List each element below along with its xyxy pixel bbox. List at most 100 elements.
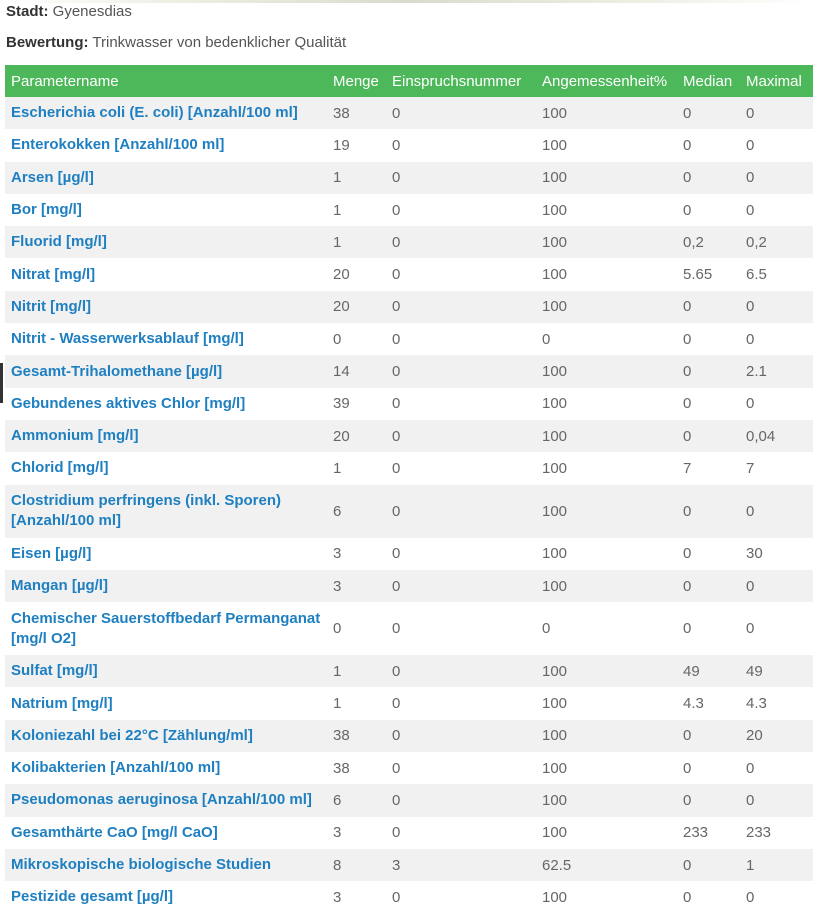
parameter-name-link[interactable]: Gebundenes aktives Chlor [mg/l] (11, 394, 246, 412)
col-header-maximal[interactable]: Maximal (746, 72, 802, 90)
maximal-cell: 1 (746, 856, 755, 874)
median-cell: 0 (683, 620, 692, 638)
rating-value: Trinkwasser von bedenklicher Qualität (92, 34, 347, 51)
menge-cell: 20 (333, 298, 350, 316)
table-row: Kolibakterien [Anzahl/100 ml] 38 0 100 0 0 (5, 752, 813, 785)
menge-cell: 0 (333, 620, 342, 638)
parameter-name-link[interactable]: Kolibakterien [Anzahl/100 ml] (11, 759, 221, 777)
parameter-name-link[interactable]: Clostridium perfringens (inkl. Sporen) [… (11, 492, 282, 530)
angemessenheit-cell: 62.5 (542, 856, 572, 874)
maximal-cell: 0 (746, 759, 755, 777)
median-cell: 0 (683, 298, 692, 316)
einspruchsnummer-cell: 0 (392, 330, 401, 348)
menge-cell: 1 (333, 233, 342, 251)
menge-cell: 1 (333, 201, 342, 219)
parameter-name-link[interactable]: Fluorid [mg/l] (11, 233, 107, 251)
median-cell: 7 (683, 459, 692, 477)
table-row: Escherichia coli (E. coli) [Anzahl/100 m… (5, 97, 813, 130)
menge-cell: 6 (333, 502, 342, 520)
parameter-name-link[interactable]: Mangan [µg/l] (11, 577, 108, 594)
table-row: Sulfat [mg/l] 1 0 100 49 49 (5, 655, 813, 688)
angemessenheit-cell: 100 (542, 395, 568, 413)
angemessenheit-cell: 100 (542, 363, 568, 381)
parameter-name-link[interactable]: Arsen [µg/l] (11, 168, 94, 186)
parameter-name-link[interactable]: Gesamthärte CaO [mg/l CaO] (11, 823, 218, 841)
col-header-angemessenheit[interactable]: Angemessenheit% (542, 72, 668, 90)
parameter-name-link[interactable]: Enterokokken [Anzahl/100 ml] (11, 136, 225, 154)
col-header-einspruchsnummer[interactable]: Einspruchsnummer (392, 72, 522, 90)
einspruchsnummer-cell: 0 (392, 577, 401, 595)
table-row: Gesamthärte CaO [mg/l CaO] 3 0 100 233 233 (5, 816, 813, 849)
parameter-name-link[interactable]: Natrium [mg/l] (11, 694, 113, 712)
median-cell: 0 (683, 545, 692, 563)
menge-cell: 38 (333, 104, 350, 122)
maximal-cell: 0 (746, 330, 755, 348)
maximal-cell: 0 (746, 888, 755, 906)
parameter-name-link[interactable]: Mikroskopische biologische Studien (11, 856, 272, 874)
table-row: Chemischer Sauerstoffbedarf Permanganat … (5, 602, 813, 656)
median-cell: 0 (683, 791, 692, 809)
parameter-name-link[interactable]: Koloniezahl bei 22°C [Zählung/ml] (11, 726, 253, 744)
einspruchsnummer-cell: 0 (392, 545, 401, 563)
einspruchsnummer-cell: 0 (392, 104, 401, 122)
table-row: Ammonium [mg/l] 20 0 100 0 0,04 (5, 419, 813, 453)
parameter-name-link[interactable]: Chemischer Sauerstoffbedarf Permanganat … (11, 609, 321, 647)
maximal-cell: 4.3 (746, 695, 767, 713)
menge-cell: 38 (333, 759, 350, 777)
parameter-name-link[interactable]: Gesamt-Trihalomethane [µg/l] (11, 362, 223, 380)
maximal-cell: 0 (746, 502, 755, 520)
angemessenheit-cell: 100 (542, 759, 568, 777)
parameter-name-link[interactable]: Nitrat [mg/l] (11, 265, 96, 283)
maximal-cell: 0,2 (746, 233, 767, 251)
maximal-cell: 30 (746, 545, 763, 563)
col-header-median[interactable]: Median (683, 72, 733, 90)
parameter-name-link[interactable]: Bor [mg/l] (11, 201, 82, 219)
maximal-cell: 7 (746, 459, 755, 477)
parameter-name-link[interactable]: Nitrit [mg/l] (11, 297, 91, 315)
parameter-name-link[interactable]: Nitrit - Wasserwerksablauf [mg/l] (11, 330, 244, 348)
angemessenheit-cell: 100 (542, 888, 568, 906)
maximal-cell: 0 (746, 136, 755, 154)
median-cell: 49 (683, 662, 700, 680)
menge-cell: 14 (333, 363, 350, 381)
city-label: Stadt: (6, 3, 49, 20)
angemessenheit-cell: 100 (542, 459, 568, 477)
parameter-name-link[interactable]: Ammonium [mg/l] (11, 427, 139, 445)
median-cell: 0 (683, 136, 692, 154)
parameter-name-link[interactable]: Eisen [µg/l] (11, 544, 92, 562)
angemessenheit-cell: 100 (542, 577, 568, 595)
city-value: Gyenesdias (52, 3, 132, 20)
parameter-name-link[interactable]: Escherichia coli (E. coli) [Anzahl/100 m… (11, 104, 298, 122)
median-cell: 4.3 (683, 695, 704, 713)
median-cell: 0 (683, 395, 692, 413)
median-cell: 0 (683, 104, 692, 122)
menge-cell: 19 (333, 136, 350, 154)
table-header-row: Parametername Menge Einspruchsnummer Ang… (5, 65, 813, 97)
col-header-menge[interactable]: Menge (333, 72, 379, 90)
maximal-cell: 0 (746, 791, 755, 809)
einspruchsnummer-cell: 0 (392, 427, 401, 445)
parameter-name-link[interactable]: Chlorid [mg/l] (11, 459, 109, 477)
parameter-name-link[interactable]: Pseudomonas aeruginosa [Anzahl/100 ml] (11, 791, 312, 809)
median-cell: 0 (683, 201, 692, 219)
menge-cell: 1 (333, 662, 342, 680)
table-row: Nitrit - Wasserwerksablauf [mg/l] 0 0 0 0 0 (5, 323, 813, 356)
menge-cell: 1 (333, 695, 342, 713)
table-row: Gesamt-Trihalomethane [µg/l] 14 0 100 0 2.1 (5, 355, 813, 388)
maximal-cell: 233 (746, 824, 772, 842)
parameter-name-link[interactable]: Sulfat [mg/l] (11, 662, 98, 680)
menge-cell: 20 (333, 266, 350, 284)
menge-cell: 3 (333, 824, 342, 842)
einspruchsnummer-cell: 0 (392, 620, 401, 638)
table-row: Nitrit [mg/l] 20 0 100 0 0 (5, 290, 813, 324)
table-row: Mikroskopische biologische Studien 8 3 62.5… (5, 848, 813, 882)
water-quality-table: Parametername Menge Einspruchsnummer Ang… (5, 65, 813, 914)
einspruchsnummer-cell: 0 (392, 824, 401, 842)
parameter-name-link[interactable]: Pestizide gesamt [µg/l] (11, 888, 174, 906)
col-header-parametername[interactable]: Parametername (11, 72, 119, 90)
table-row: Bor [mg/l] 1 0 100 0 0 (5, 193, 813, 227)
angemessenheit-cell: 100 (542, 104, 568, 122)
angemessenheit-cell: 100 (542, 502, 568, 520)
table-row: Fluorid [mg/l] 1 0 100 0,2 0,2 (5, 226, 813, 259)
maximal-cell: 0 (746, 395, 755, 413)
